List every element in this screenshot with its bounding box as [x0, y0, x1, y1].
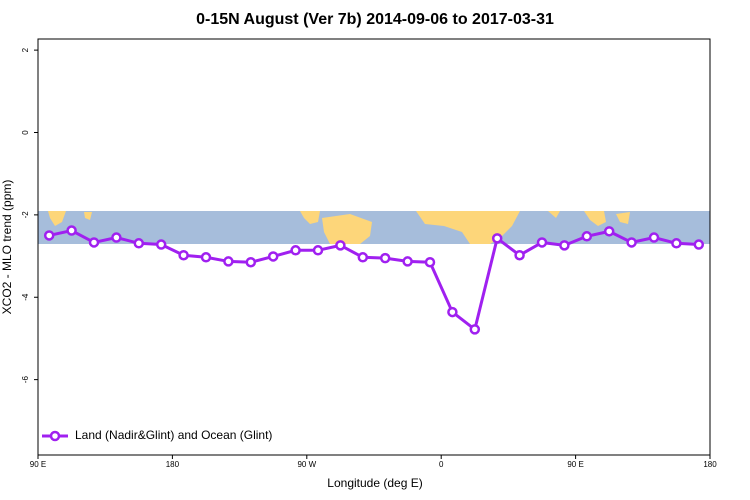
- point: [335, 240, 346, 251]
- y-tick-label: 2: [21, 47, 30, 52]
- point: [469, 324, 481, 335]
- point: [379, 252, 391, 264]
- y-tick-label: -2: [21, 211, 30, 219]
- plot-frame: [37, 38, 711, 456]
- point: [603, 226, 615, 237]
- point: [267, 251, 279, 262]
- land: [322, 214, 372, 244]
- point: [290, 245, 301, 256]
- legend-marker: [49, 430, 61, 442]
- land: [548, 211, 560, 218]
- x-tick-label: 90 E: [567, 460, 583, 469]
- point: [402, 256, 413, 267]
- point: [178, 249, 189, 261]
- point: [447, 306, 458, 318]
- point: [559, 240, 570, 251]
- point: [514, 249, 525, 261]
- point: [693, 239, 705, 250]
- x-tick-label: 180: [166, 460, 180, 469]
- point: [671, 238, 682, 249]
- point: [245, 256, 257, 268]
- point: [536, 237, 548, 248]
- y-tick-label: -6: [21, 376, 30, 384]
- land: [48, 211, 66, 226]
- point: [43, 230, 55, 241]
- point: [648, 232, 660, 243]
- point: [200, 252, 212, 263]
- x-tick-label: 180: [703, 460, 717, 469]
- series-line: [48, 228, 699, 332]
- land: [584, 211, 606, 226]
- land: [300, 211, 320, 224]
- chart-title: 0-15N August (Ver 7b) 2014-09-06 to 2017…: [196, 11, 554, 28]
- y-axis-label: XCO2 - MLO trend (ppm): [0, 180, 14, 315]
- point: [223, 256, 234, 267]
- land: [616, 212, 630, 224]
- point: [491, 233, 503, 244]
- x-tick-label: 0: [439, 460, 444, 469]
- point: [133, 238, 145, 249]
- point: [626, 237, 637, 248]
- point: [66, 225, 77, 236]
- y-tick-label: 0: [21, 130, 30, 135]
- x-tick-label: 90 W: [297, 460, 316, 469]
- x-tick-label: 90 E: [30, 460, 46, 469]
- legend-label: Land (Nadir&Glint) and Ocean (Glint): [75, 428, 272, 442]
- point: [581, 231, 593, 242]
- land: [84, 212, 92, 220]
- point: [424, 256, 436, 268]
- point: [111, 232, 122, 243]
- x-axis-label: Longitude (deg E): [327, 476, 422, 490]
- point: [357, 252, 369, 263]
- point: [88, 237, 100, 248]
- point: [155, 239, 167, 250]
- y-tick-label: -4: [21, 293, 30, 301]
- point: [312, 245, 324, 256]
